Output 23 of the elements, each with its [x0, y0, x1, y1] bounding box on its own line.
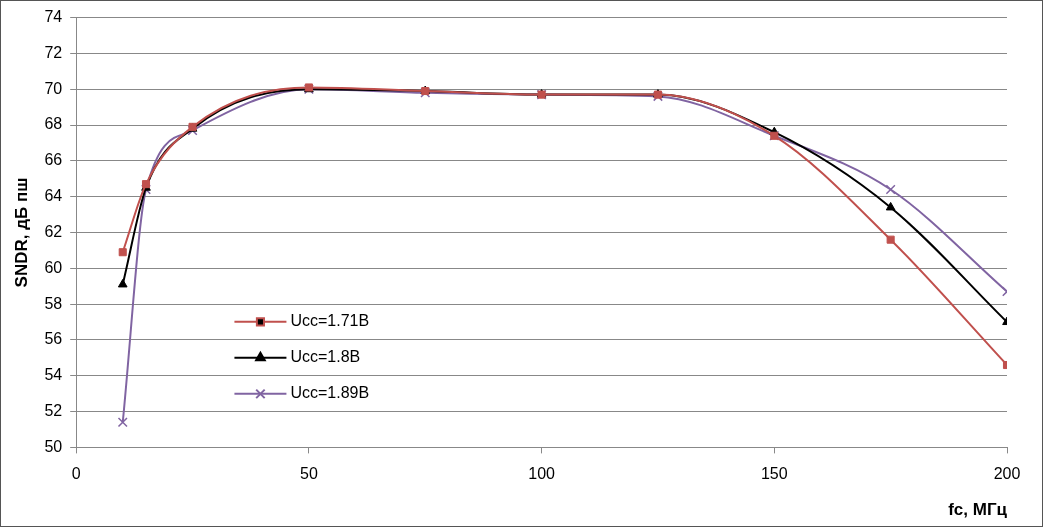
x-axis-title: fc, МГц [948, 500, 1008, 520]
y-tick-label: 58 [44, 294, 63, 312]
x-tick-label: 0 [71, 465, 81, 483]
y-tick-label: 56 [44, 330, 63, 348]
y-tick-label: 68 [44, 115, 63, 133]
y-tick-label: 74 [44, 8, 63, 26]
y-tick-label: 60 [44, 258, 63, 276]
legend-label: Ucc=1.89В [290, 384, 370, 402]
y-axis-title: SNDR, дБ пш [11, 177, 31, 288]
y-tick-label: 70 [44, 79, 63, 97]
x-tick-label: 200 [993, 465, 1021, 483]
x-tick-label: 100 [528, 465, 556, 483]
y-tick-label: 52 [44, 401, 63, 419]
y-tick-label: 66 [44, 151, 63, 169]
y-tick-label: 64 [44, 187, 63, 205]
x-tick-label: 50 [300, 465, 318, 483]
legend-label: Ucc=1.8В [290, 348, 361, 366]
y-tick-label: 72 [44, 43, 63, 61]
legend-label: Ucc=1.71В [290, 312, 370, 330]
y-tick-label: 50 [44, 437, 63, 455]
y-tick-label: 54 [44, 366, 63, 384]
x-tick-label: 150 [760, 465, 788, 483]
y-tick-label: 62 [44, 222, 63, 240]
